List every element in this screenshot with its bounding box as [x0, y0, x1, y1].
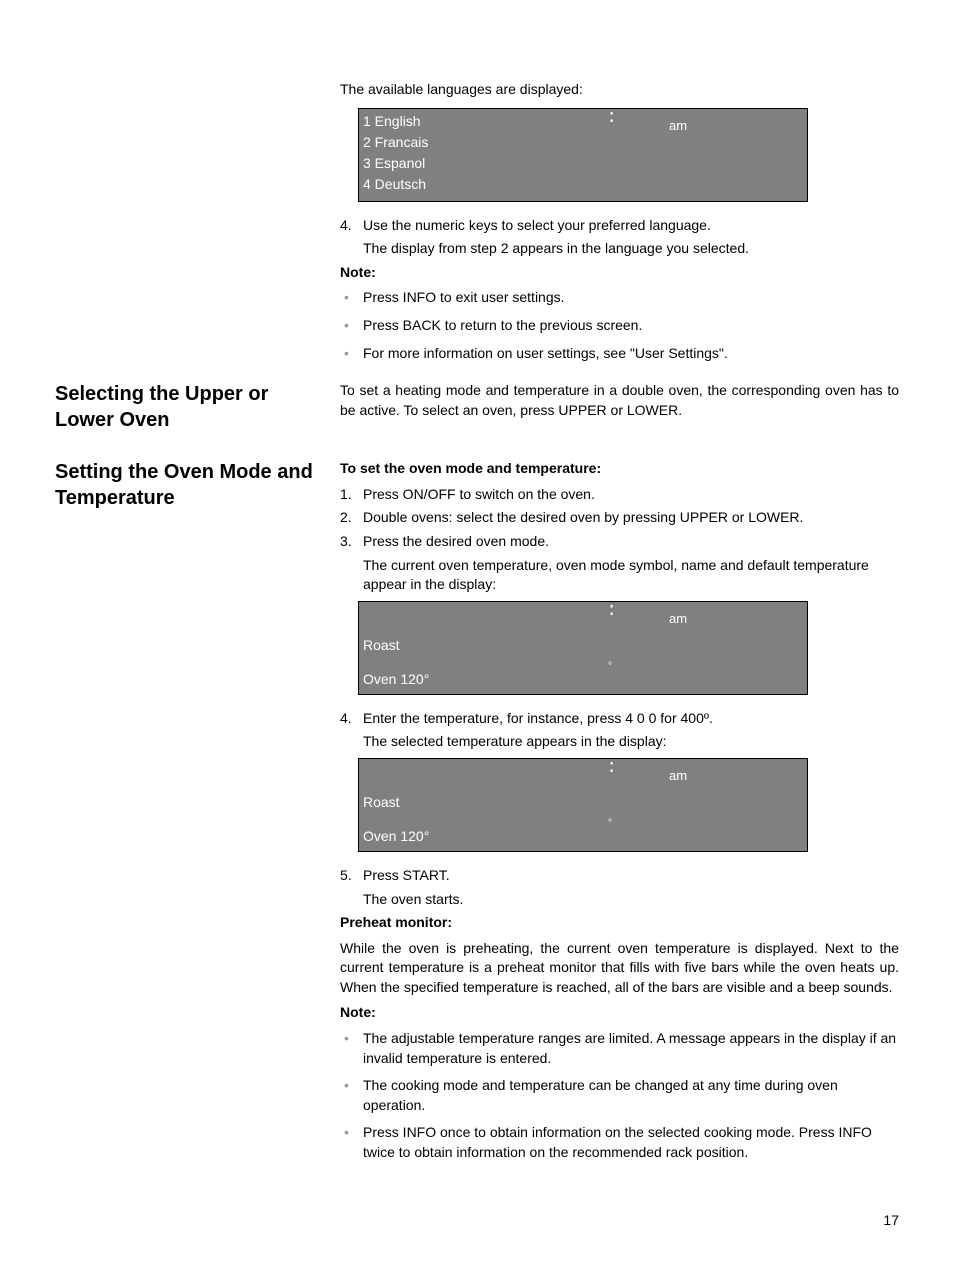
display-colon: ∶: [609, 606, 614, 616]
step-sub: The selected temperature appears in the …: [363, 732, 899, 752]
display-line2: Oven 120°: [363, 827, 429, 847]
display-colon: ∶: [609, 113, 614, 123]
display-line2: Oven 120°: [363, 670, 429, 690]
step-sub: The oven starts.: [363, 890, 899, 910]
step-sub: The display from step 2 appears in the l…: [363, 239, 899, 259]
display-deg: °: [608, 817, 612, 831]
step-text: Enter the temperature, for instance, pre…: [363, 710, 713, 726]
step-3: Press the desired oven mode. The current…: [340, 532, 899, 595]
section-heading-mode: Setting the Oven Mode and Temperature: [55, 459, 332, 511]
lang-option: 1 English: [363, 111, 803, 132]
step-2: Double ovens: select the desired oven by…: [340, 508, 899, 528]
display-line1: Roast: [363, 793, 400, 813]
bold-intro: To set the oven mode and temperature:: [340, 459, 899, 479]
display-am: am: [669, 117, 687, 135]
note-bullet: Press BACK to return to the previous scr…: [340, 316, 899, 336]
preheat-heading: Preheat monitor:: [340, 913, 899, 933]
note-bullet: Press INFO to exit user settings.: [340, 288, 899, 308]
step-4b: Enter the temperature, for instance, pre…: [340, 709, 899, 752]
note-heading: Note:: [340, 263, 899, 283]
lang-option: 2 Francais: [363, 132, 803, 153]
note-bullet: The adjustable temperature ranges are li…: [340, 1029, 899, 1068]
intro-text: The available languages are displayed:: [340, 80, 899, 100]
step-1: Press ON/OFF to switch on the oven.: [340, 485, 899, 505]
mode-display-1: ∶ am Roast ° Oven 120°: [358, 601, 808, 695]
step-text: Use the numeric keys to select your pref…: [363, 217, 711, 233]
mode-display-2: ∶ am Roast ° Oven 120°: [358, 758, 808, 852]
note-bullet: Press INFO once to obtain information on…: [340, 1123, 899, 1162]
step-5: Press START. The oven starts.: [340, 866, 899, 909]
step-text: Press the desired oven mode.: [363, 533, 549, 549]
section-heading-select: Selecting the Upper or Lower Oven: [55, 381, 332, 433]
display-am: am: [669, 767, 687, 785]
step-sub: The current oven temperature, oven mode …: [363, 556, 899, 595]
section1-body: To set a heating mode and temperature in…: [340, 381, 899, 420]
preheat-body: While the oven is preheating, the curren…: [340, 939, 899, 998]
step-4a: Use the numeric keys to select your pref…: [340, 216, 899, 259]
page-number: 17: [55, 1211, 899, 1231]
note-bullet: The cooking mode and temperature can be …: [340, 1076, 899, 1115]
lang-option: 3 Espanol: [363, 153, 803, 174]
lang-option: 4 Deutsch: [363, 174, 803, 195]
step-text: Press START.: [363, 867, 450, 883]
display-line1: Roast: [363, 636, 400, 656]
language-display: ∶ am 1 English 2 Francais 3 Espanol 4 De…: [358, 108, 808, 202]
note-heading-2: Note:: [340, 1003, 899, 1023]
display-deg: °: [608, 660, 612, 674]
display-am: am: [669, 610, 687, 628]
note-bullet: For more information on user settings, s…: [340, 344, 899, 364]
display-colon: ∶: [609, 763, 614, 773]
